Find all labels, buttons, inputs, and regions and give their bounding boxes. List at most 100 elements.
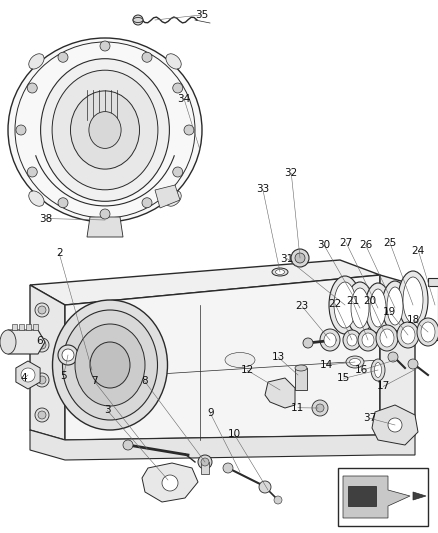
Ellipse shape — [382, 281, 408, 331]
Text: 2: 2 — [56, 248, 63, 258]
Text: 24: 24 — [412, 246, 425, 255]
Circle shape — [38, 411, 46, 419]
Circle shape — [291, 249, 309, 267]
Ellipse shape — [324, 333, 336, 347]
Text: 14: 14 — [320, 360, 333, 370]
Text: 34: 34 — [177, 94, 191, 103]
Circle shape — [198, 455, 212, 469]
Text: 31: 31 — [280, 254, 293, 263]
Ellipse shape — [421, 322, 435, 342]
Bar — [12, 324, 17, 330]
Polygon shape — [372, 405, 418, 445]
Ellipse shape — [347, 334, 357, 346]
Ellipse shape — [346, 356, 364, 368]
Ellipse shape — [272, 268, 288, 276]
Ellipse shape — [403, 277, 423, 323]
Circle shape — [184, 125, 194, 135]
Ellipse shape — [329, 276, 361, 334]
Ellipse shape — [362, 333, 374, 347]
Bar — [295, 368, 307, 390]
Polygon shape — [380, 275, 415, 435]
Ellipse shape — [58, 345, 78, 365]
Ellipse shape — [334, 282, 356, 328]
Text: 8: 8 — [141, 376, 148, 386]
Ellipse shape — [397, 322, 419, 348]
Ellipse shape — [370, 289, 386, 327]
Polygon shape — [8, 330, 45, 354]
Circle shape — [201, 458, 209, 466]
Circle shape — [173, 83, 183, 93]
Circle shape — [259, 481, 271, 493]
Text: 7: 7 — [91, 376, 98, 386]
Circle shape — [312, 400, 328, 416]
Ellipse shape — [401, 326, 415, 344]
Polygon shape — [428, 278, 438, 340]
Text: 16: 16 — [355, 366, 368, 375]
Ellipse shape — [166, 191, 181, 206]
Circle shape — [35, 338, 49, 352]
Ellipse shape — [29, 54, 44, 69]
Ellipse shape — [417, 318, 438, 346]
Ellipse shape — [41, 59, 170, 201]
Ellipse shape — [346, 282, 374, 334]
Circle shape — [27, 167, 37, 177]
Circle shape — [408, 359, 418, 369]
Circle shape — [223, 463, 233, 473]
Ellipse shape — [225, 352, 255, 367]
Polygon shape — [87, 217, 123, 237]
Polygon shape — [30, 285, 65, 440]
Ellipse shape — [62, 349, 74, 361]
Circle shape — [35, 303, 49, 317]
Ellipse shape — [166, 54, 181, 69]
Text: 12: 12 — [241, 366, 254, 375]
Text: 25: 25 — [383, 238, 396, 247]
Ellipse shape — [374, 362, 381, 377]
Bar — [26, 324, 31, 330]
Bar — [338, 468, 428, 526]
Ellipse shape — [320, 329, 340, 351]
Text: 3: 3 — [104, 406, 111, 415]
Circle shape — [295, 253, 305, 263]
Polygon shape — [30, 430, 415, 460]
Polygon shape — [155, 185, 180, 208]
Circle shape — [58, 198, 68, 208]
Ellipse shape — [351, 288, 369, 328]
Circle shape — [27, 83, 37, 93]
Ellipse shape — [8, 38, 202, 222]
Ellipse shape — [295, 365, 307, 371]
Circle shape — [35, 373, 49, 387]
Text: 4: 4 — [21, 374, 28, 383]
Ellipse shape — [90, 342, 130, 388]
Circle shape — [133, 15, 143, 25]
Circle shape — [388, 352, 398, 362]
Bar — [33, 324, 38, 330]
Ellipse shape — [89, 111, 121, 148]
Circle shape — [38, 376, 46, 384]
Ellipse shape — [358, 329, 378, 351]
Text: 9: 9 — [207, 408, 214, 418]
Ellipse shape — [63, 310, 158, 420]
Circle shape — [173, 167, 183, 177]
Circle shape — [274, 496, 282, 504]
Ellipse shape — [75, 324, 145, 406]
Circle shape — [38, 341, 46, 349]
Text: 18: 18 — [407, 315, 420, 325]
Text: 33: 33 — [256, 184, 269, 194]
Bar — [201, 462, 209, 474]
Text: 38: 38 — [39, 214, 53, 223]
Text: 15: 15 — [337, 374, 350, 383]
Circle shape — [100, 41, 110, 51]
Text: 32: 32 — [285, 168, 298, 178]
Ellipse shape — [133, 18, 143, 22]
Circle shape — [58, 52, 68, 62]
Text: 10: 10 — [228, 430, 241, 439]
Circle shape — [162, 475, 178, 491]
Text: 30: 30 — [318, 240, 331, 250]
Text: 11: 11 — [291, 403, 304, 413]
Text: 6: 6 — [36, 336, 43, 346]
Text: 13: 13 — [272, 352, 285, 362]
Text: 21: 21 — [346, 296, 359, 306]
Circle shape — [316, 404, 324, 412]
Text: 20: 20 — [364, 296, 377, 306]
Polygon shape — [16, 361, 40, 389]
